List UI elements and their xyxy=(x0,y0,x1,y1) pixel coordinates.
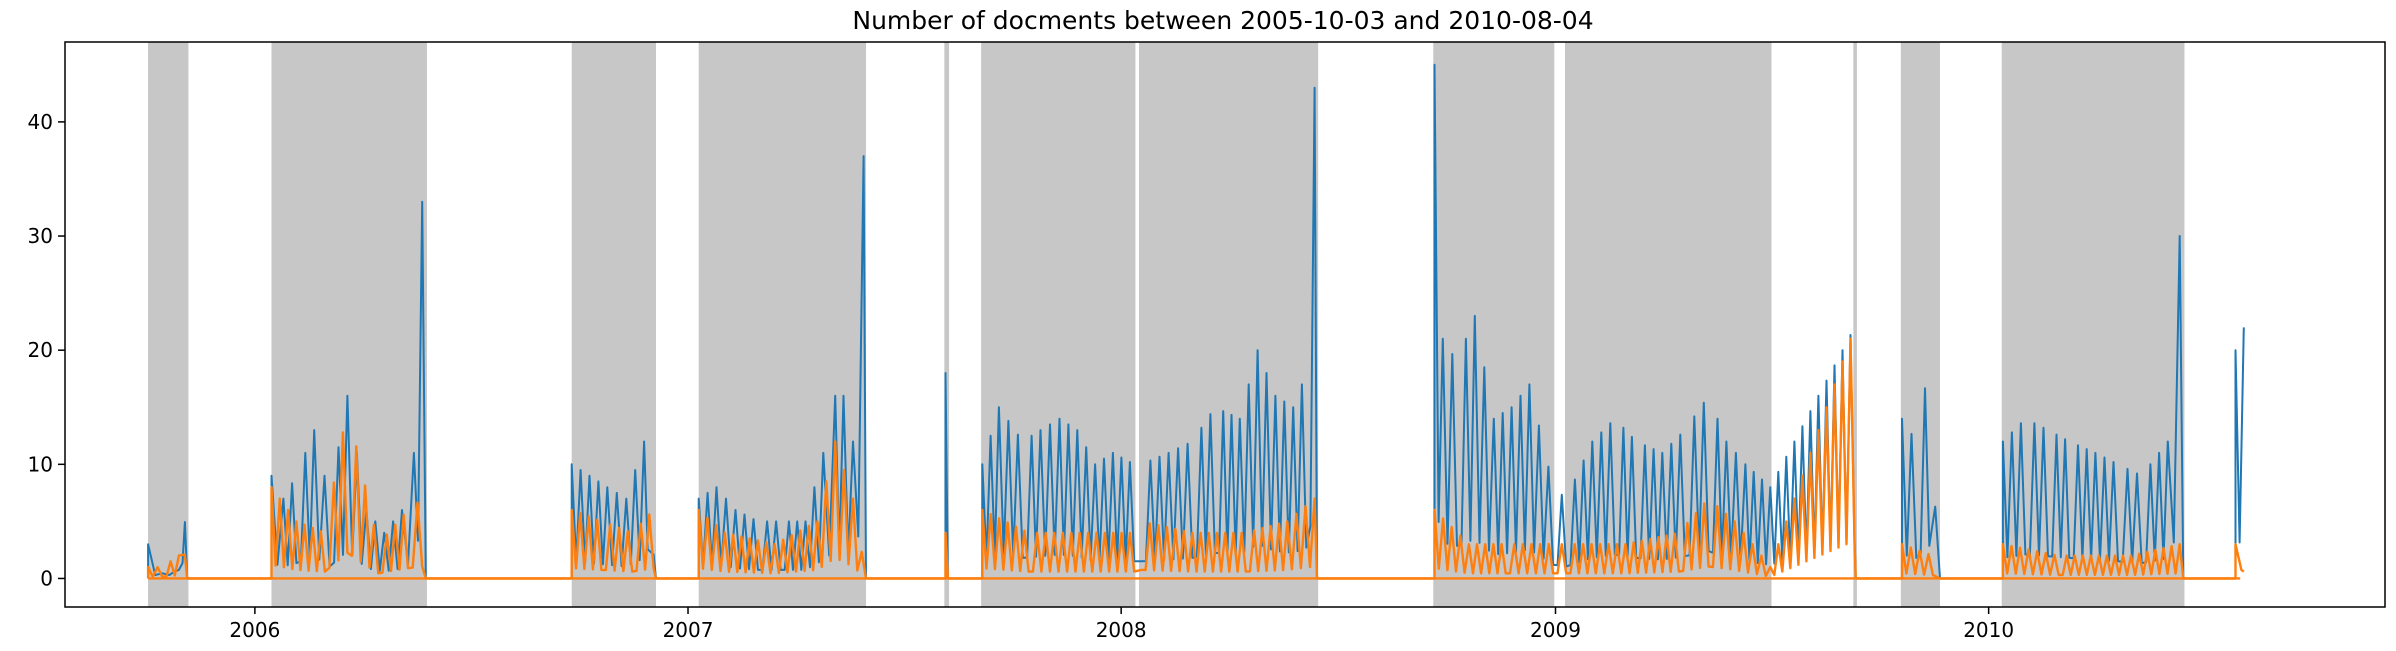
y-tick-label: 40 xyxy=(28,110,53,134)
shaded-periods xyxy=(148,42,2185,607)
chart-title: Number of docments between 2005-10-03 an… xyxy=(852,6,1593,35)
y-tick-label: 10 xyxy=(28,452,53,476)
x-tick-label: 2007 xyxy=(663,618,714,642)
x-axis: 2006 2007 2008 2009 2010 xyxy=(229,607,2014,642)
x-tick-label: 2006 xyxy=(229,618,280,642)
y-tick-label: 20 xyxy=(28,338,53,362)
series-lines xyxy=(146,63,2245,580)
shaded-period xyxy=(571,42,656,607)
y-tick-label: 0 xyxy=(40,566,53,590)
shaded-period xyxy=(148,42,189,607)
shaded-period xyxy=(944,42,950,607)
shaded-period xyxy=(1900,42,1940,607)
y-axis: 0 10 20 30 40 xyxy=(28,110,65,590)
shaded-period xyxy=(1853,42,1857,607)
x-tick-label: 2008 xyxy=(1096,618,1147,642)
x-tick-label: 2009 xyxy=(1530,618,1581,642)
x-tick-label: 2010 xyxy=(1963,618,2014,642)
plot-frame xyxy=(64,41,2386,608)
shaded-period xyxy=(1433,42,1555,607)
y-tick-label: 30 xyxy=(28,224,53,248)
